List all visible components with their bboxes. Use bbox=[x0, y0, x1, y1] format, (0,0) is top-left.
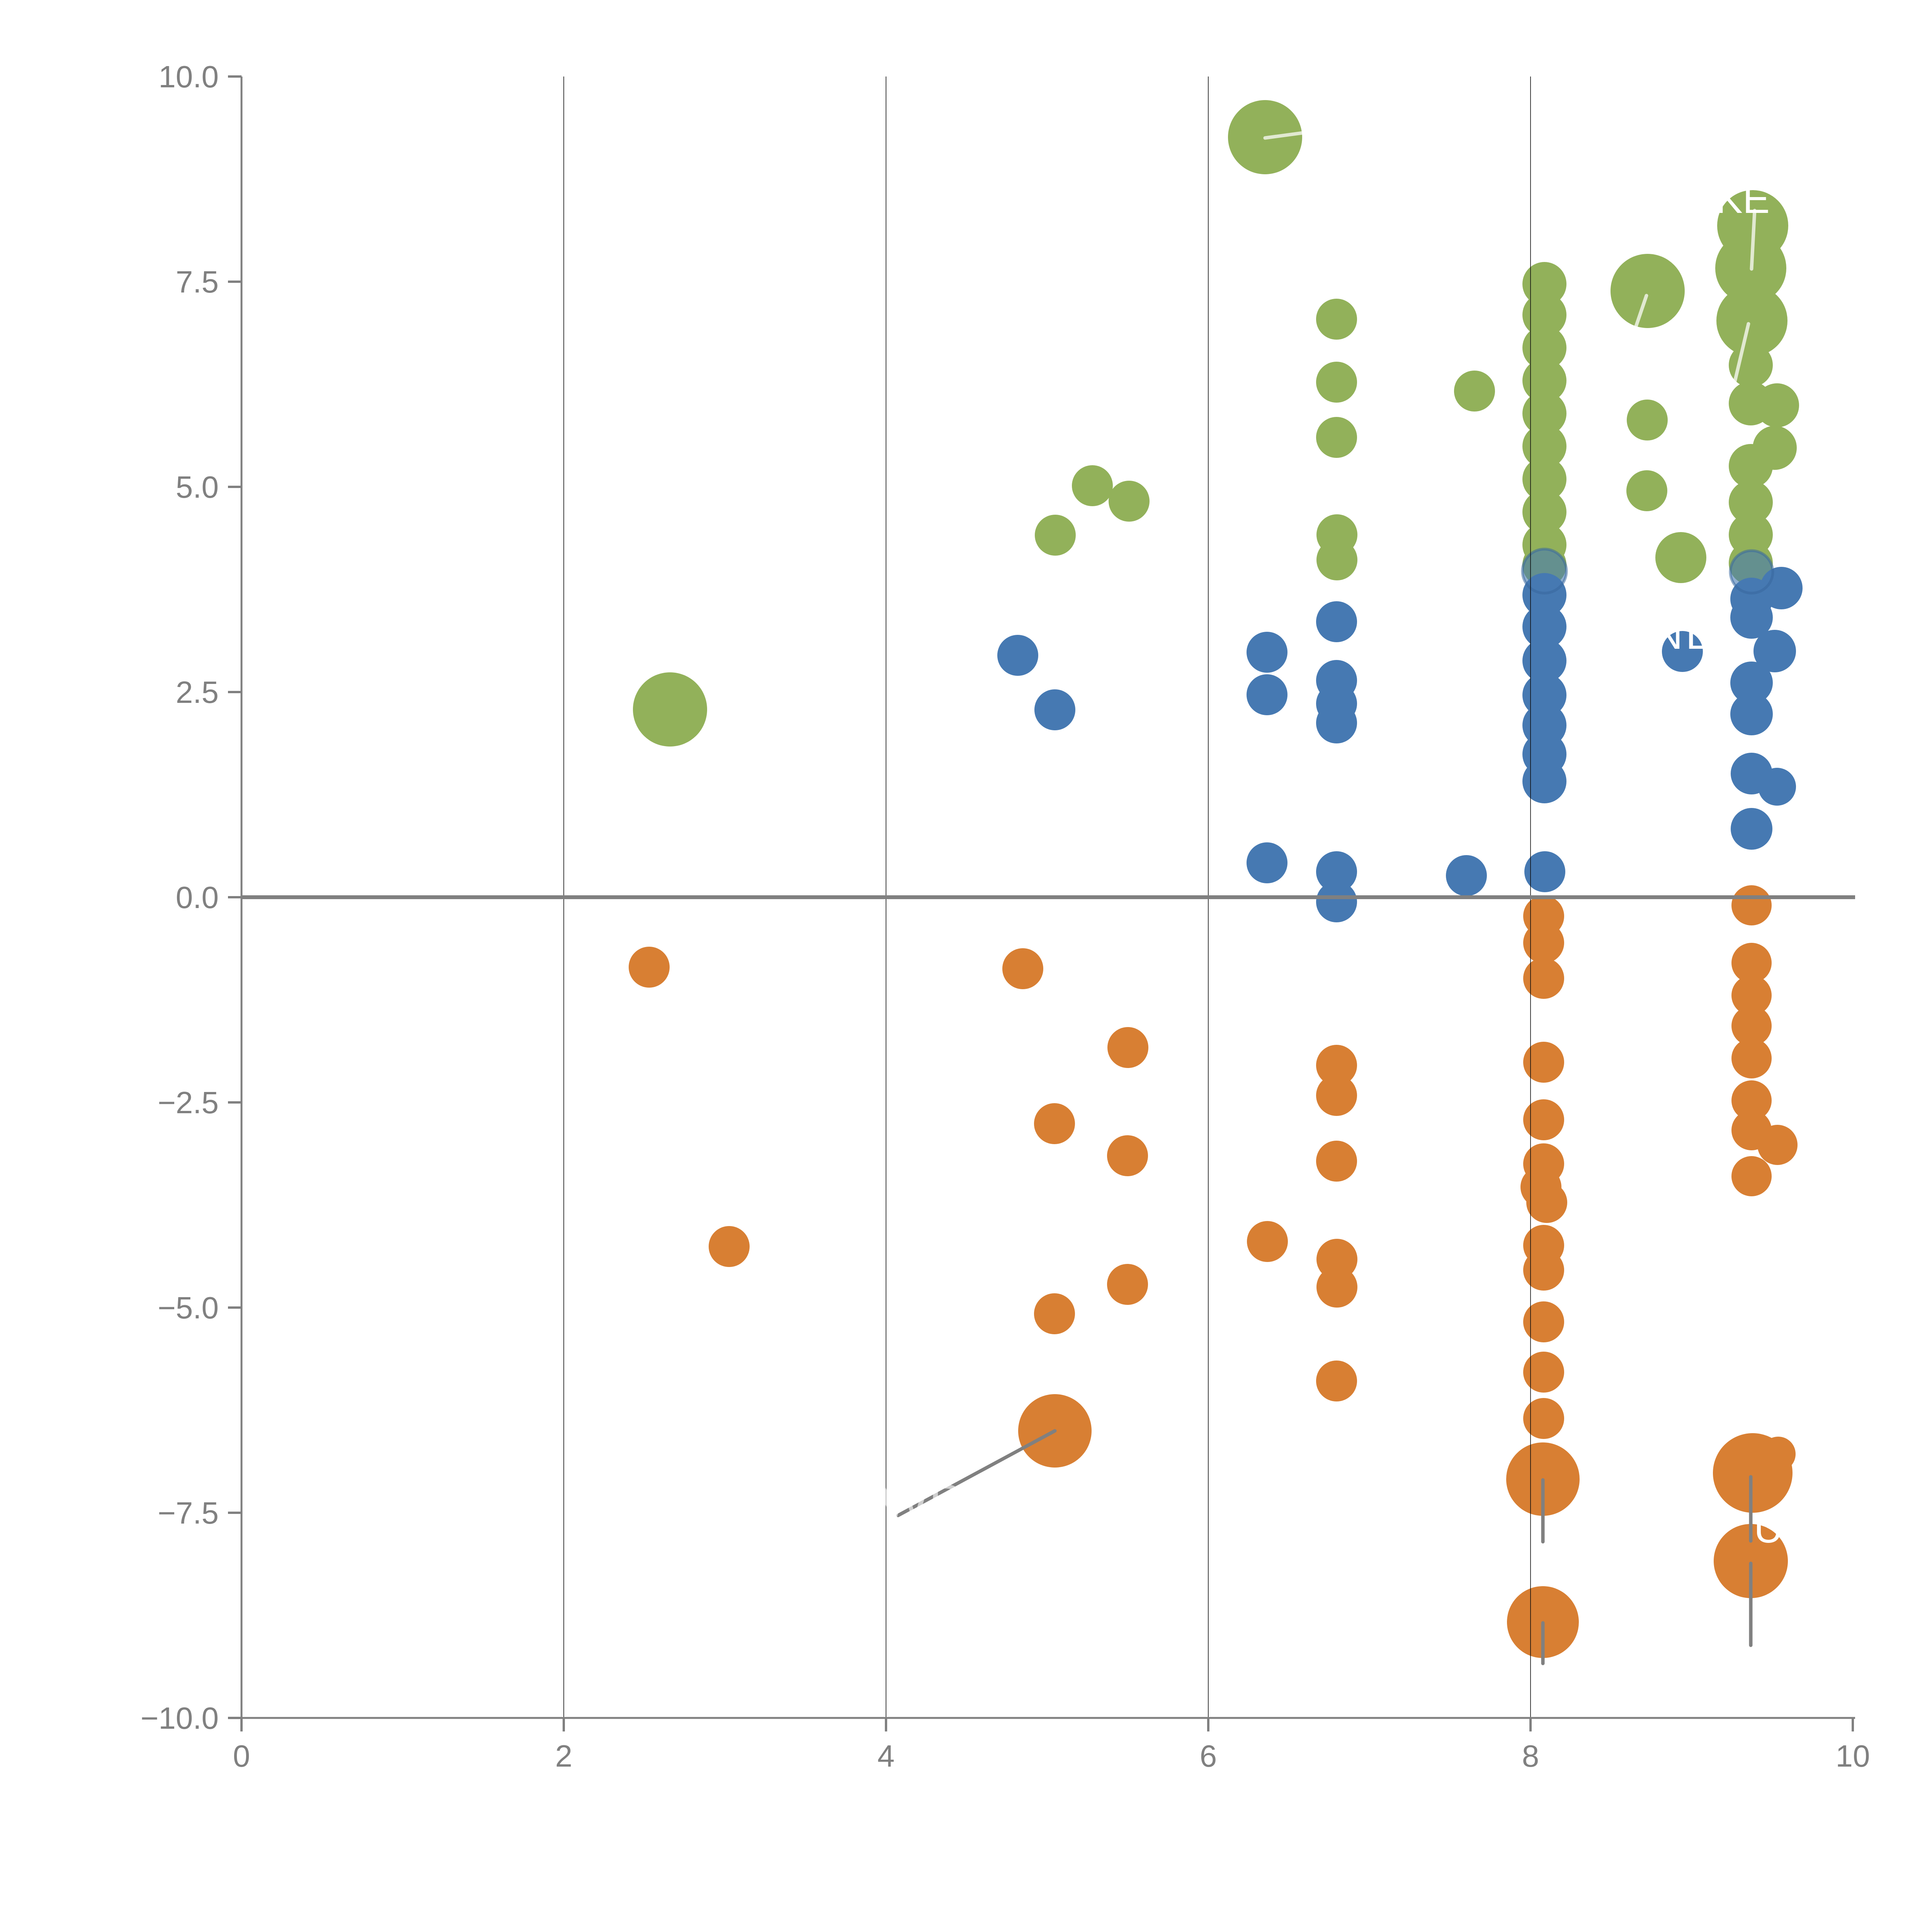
svg-text:−7.5: −7.5 bbox=[158, 1496, 219, 1530]
svg-text:6: 6 bbox=[1200, 1739, 1217, 1773]
svg-text:2.5: 2.5 bbox=[176, 675, 219, 709]
svg-text:10.0: 10.0 bbox=[158, 60, 219, 94]
svg-text:0.0: 0.0 bbox=[176, 880, 219, 915]
svg-text:2: 2 bbox=[555, 1739, 573, 1773]
svg-text:5.0: 5.0 bbox=[176, 470, 219, 504]
svg-text:NL: NL bbox=[1653, 612, 1711, 658]
svg-text:−10.0: −10.0 bbox=[141, 1701, 219, 1735]
svg-text:8: 8 bbox=[1522, 1739, 1539, 1773]
svg-text:10: 10 bbox=[1836, 1739, 1870, 1773]
svg-text:−5.0: −5.0 bbox=[158, 1291, 219, 1325]
svg-text:WBA: WBA bbox=[879, 1473, 998, 1532]
svg-text:−2.5: −2.5 bbox=[158, 1085, 219, 1120]
svg-text:7.5: 7.5 bbox=[176, 265, 219, 299]
svg-text:NKE: NKE bbox=[1686, 177, 1770, 222]
svg-text:4: 4 bbox=[878, 1739, 895, 1773]
svg-text:0: 0 bbox=[233, 1739, 250, 1773]
svg-text:UNH: UNH bbox=[1754, 1506, 1842, 1551]
